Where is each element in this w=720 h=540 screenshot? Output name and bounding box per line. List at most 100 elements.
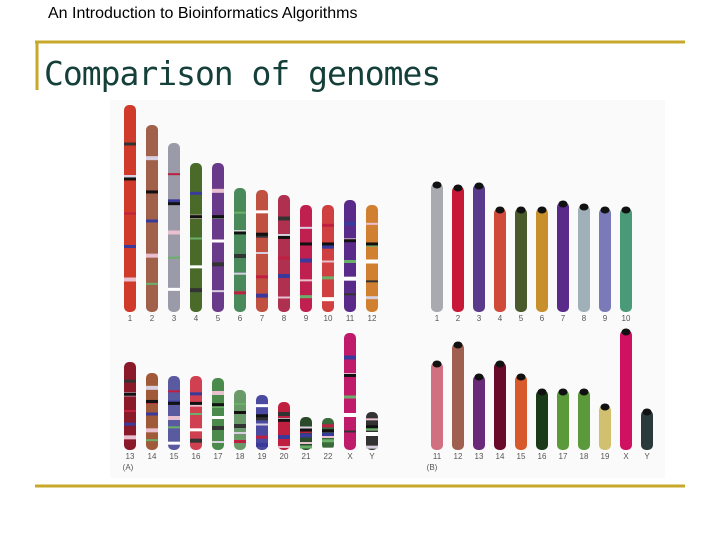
chromosome-band <box>212 391 224 395</box>
chromosome <box>452 186 464 312</box>
chromosome-band <box>300 226 312 229</box>
chromosome-label: 6 <box>238 314 243 323</box>
chromosome-label: 19 <box>601 452 610 461</box>
chromosome-label: 8 <box>582 314 587 323</box>
chromosome-label: 18 <box>236 452 245 461</box>
chromosome-label: 12 <box>454 452 463 461</box>
chromosome-label: 14 <box>148 452 157 461</box>
chromosome <box>146 125 158 312</box>
chromosome <box>344 200 356 312</box>
centromere <box>300 428 312 432</box>
chromosome-label: 5 <box>216 314 221 323</box>
centromere <box>146 399 158 403</box>
chromosome-band <box>278 274 290 278</box>
chromosome-band <box>168 173 180 176</box>
chromosome-band <box>278 234 290 236</box>
centromere <box>474 182 484 190</box>
chromosome-label: 7 <box>561 314 566 323</box>
chromosome-band <box>322 424 334 428</box>
centromere <box>516 206 526 214</box>
chromosome-band <box>146 428 158 433</box>
chromosome-band <box>322 276 334 280</box>
chromosome-band <box>234 424 246 428</box>
chromosome <box>344 333 356 450</box>
chromosome-band <box>124 245 136 248</box>
chromosome <box>515 208 527 312</box>
chromosome-band <box>212 290 224 293</box>
chromosome-band <box>322 260 334 263</box>
chromosome <box>256 395 268 450</box>
chromosome-band <box>344 293 356 296</box>
chromosome-band <box>366 296 378 300</box>
chromosome-label: 7 <box>260 314 265 323</box>
chromosome-label: 5 <box>519 314 524 323</box>
chromosome-band <box>124 212 136 215</box>
chromosome-band <box>146 253 158 258</box>
chromosome-band <box>146 385 158 390</box>
panel-label: (A) <box>123 463 134 472</box>
chromosome-band <box>146 219 158 223</box>
chromosome <box>124 362 136 450</box>
centromere <box>234 231 246 235</box>
chromosome <box>278 402 290 450</box>
chromosome-band <box>234 291 246 295</box>
chromosome-band <box>344 430 356 433</box>
chromosome-band <box>344 355 356 360</box>
centromere <box>256 232 268 236</box>
chromosome-label: 21 <box>302 452 311 461</box>
chromosome-band <box>322 436 334 438</box>
chromosome-band <box>212 262 224 267</box>
chromosome <box>212 163 224 312</box>
chromosome <box>557 390 569 450</box>
chromosome-band <box>234 403 246 405</box>
chromosome-band <box>256 442 268 447</box>
chromosome <box>366 205 378 312</box>
chromosome-band <box>256 416 268 421</box>
centromere <box>474 373 484 381</box>
chromosome-band <box>300 433 312 438</box>
chromosome <box>620 330 632 450</box>
chromosome-label: 17 <box>559 452 568 461</box>
chromosome-label: 22 <box>324 452 333 461</box>
chromosome-band <box>234 272 246 275</box>
chromosome <box>168 143 180 312</box>
chromosome-band <box>168 426 180 429</box>
chromosome <box>322 205 334 312</box>
chromosome-band <box>366 222 378 225</box>
chromosome-band <box>212 416 224 419</box>
chromosome-label: 18 <box>580 452 589 461</box>
centromere <box>234 411 246 414</box>
chromosome-label: 12 <box>368 314 377 323</box>
chromosome-band <box>366 441 378 444</box>
chromosome <box>256 190 268 312</box>
chromosome-band <box>322 432 334 437</box>
centromere <box>212 215 224 219</box>
chromosome-band <box>366 445 378 449</box>
centromere <box>322 242 334 246</box>
centromere <box>278 235 290 239</box>
chromosome-band <box>322 297 334 302</box>
chromosome <box>146 373 158 450</box>
chromosome <box>473 375 485 450</box>
chromosome-band <box>366 259 378 264</box>
centromere <box>212 403 224 407</box>
chromosome-label: 1 <box>128 314 133 323</box>
chromosome-band <box>190 413 202 415</box>
chromosome-band <box>124 410 136 412</box>
chromosome-label: Y <box>369 452 375 461</box>
chromosome-band <box>124 379 136 383</box>
centromere <box>124 392 136 396</box>
chromosome-label: 16 <box>538 452 547 461</box>
chromosome <box>494 362 506 450</box>
chromosome-band <box>256 435 268 439</box>
centromere <box>322 429 334 433</box>
chromosome-label: 9 <box>304 314 309 323</box>
centromere <box>495 206 505 214</box>
chromosome-band <box>234 432 246 434</box>
chromosome-band <box>124 422 136 426</box>
chromosome-label: X <box>347 452 353 461</box>
centromere <box>366 425 378 429</box>
centromere <box>432 360 442 368</box>
chromosome-band <box>190 392 202 396</box>
chromosome-label: X <box>623 452 629 461</box>
